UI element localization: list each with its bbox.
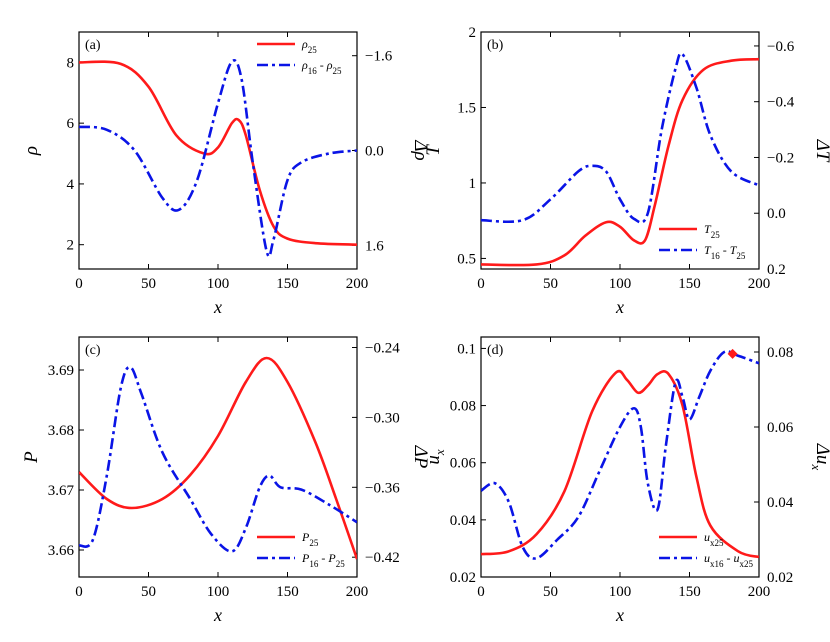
y-tick-label: 3.68: [48, 423, 74, 439]
y2-tick-label: 0.04: [767, 495, 794, 511]
y-tick-label: 3.67: [48, 483, 75, 499]
y-tick-label: 0.08: [450, 399, 476, 415]
legend-entry: P16 - P25: [301, 551, 345, 569]
x-tick-label: 150: [678, 584, 701, 600]
y2-tick-label: −0.6: [767, 39, 795, 55]
x-tick-label: 200: [748, 276, 771, 292]
panel-label: (a): [85, 38, 101, 53]
y-tick-label: 6: [67, 116, 75, 132]
series-line-dashdot: [79, 59, 357, 258]
x-tick-label: 100: [207, 276, 230, 292]
x-axis-label: x: [615, 297, 624, 317]
panel-b: 0 50 100 150 200 x 0.5 1 1.5 2 0.2 0.0 −0.2 −0.4 −0.6 T…: [423, 25, 830, 317]
y-tick-label: 3.66: [48, 543, 75, 559]
panel-d: 0 50 100 150 200 x 0.02 0.04 0.06 0.08 0.1 0.02 0.04…: [423, 336, 830, 625]
legend-entry: P25: [301, 530, 319, 548]
y2-axis-label: ΔP: [410, 445, 431, 469]
x-tick-label: 150: [678, 276, 701, 292]
y2-tick-label: −0.2: [767, 150, 794, 166]
x-tick-label: 150: [276, 584, 299, 600]
y2-axis-label: Δux: [809, 443, 830, 471]
x-tick-label: 200: [748, 584, 771, 600]
series-line-solid: [481, 57, 759, 267]
panel-a: 0 50 100 150 200 x 2 4 6 8 −1.6 0.0 1.6 ρ Δρ (a) ρ25 ρ16 …: [21, 31, 431, 317]
y-tick-label: 0.06: [450, 456, 477, 472]
x-tick-label: 50: [543, 276, 558, 292]
legend-entry: ux16 - ux25: [704, 551, 754, 569]
y-tick-label: 1.5: [457, 100, 476, 116]
x-axis-label: x: [213, 605, 222, 625]
series-line-dashdot: [481, 349, 759, 560]
x-tick-label: 0: [477, 584, 485, 600]
y-tick-label: 2: [469, 25, 477, 41]
x-tick-label: 150: [276, 276, 299, 292]
panel-label: (b): [487, 38, 504, 53]
x-tick-label: 50: [141, 276, 156, 292]
legend-entry: ρ25: [301, 37, 317, 55]
y-tick-label: 0.02: [450, 570, 476, 586]
y2-tick-label: 0.2: [767, 262, 786, 278]
y2-axis-label: Δρ: [410, 139, 431, 160]
panel-label: (d): [487, 343, 504, 358]
plot-area: [79, 356, 357, 560]
x-axis-label: x: [213, 297, 222, 317]
y-axis-label: ρ: [21, 146, 42, 156]
y-tick-label: 0.1: [457, 341, 476, 357]
legend-entry: T25: [704, 222, 720, 240]
x-tick-label: 0: [477, 276, 485, 292]
x-tick-label: 0: [75, 584, 83, 600]
y-axis-label: ux: [423, 449, 447, 465]
x-tick-label: 200: [346, 584, 369, 600]
series-line-solid: [481, 369, 759, 559]
panel-label: (c): [85, 343, 101, 358]
y-tick-label: 0.04: [450, 513, 477, 529]
x-tick-label: 50: [141, 584, 156, 600]
y-tick-label: 3.69: [48, 363, 74, 379]
plot-area: [79, 59, 357, 258]
y-tick-label: 0.5: [457, 251, 476, 267]
y-tick-label: 1: [469, 176, 477, 192]
y2-tick-label: −0.4: [767, 95, 795, 111]
x-tick-label: 0: [75, 276, 83, 292]
x-tick-label: 100: [609, 276, 632, 292]
y-tick-label: 2: [67, 238, 75, 254]
plot-area: [481, 52, 759, 267]
y2-tick-label: −0.36: [365, 480, 400, 496]
x-tick-label: 100: [609, 584, 632, 600]
y-axis-label: P: [21, 451, 42, 464]
y-tick-label: 4: [67, 177, 75, 193]
x-tick-label: 100: [207, 584, 230, 600]
y2-tick-label: −0.24: [365, 340, 400, 356]
legend-entry: ux25: [704, 530, 724, 548]
y2-axis-label: ΔT: [812, 139, 830, 163]
data-marker-diamond: [727, 348, 738, 359]
series-line-dashdot: [79, 365, 357, 553]
y2-tick-label: 1.6: [365, 238, 384, 254]
y2-tick-label: 0.0: [767, 206, 786, 222]
x-tick-label: 50: [543, 584, 558, 600]
x-tick-label: 200: [346, 276, 369, 292]
series-line-solid: [79, 356, 357, 560]
y2-tick-label: −0.30: [365, 410, 400, 426]
y2-tick-label: −1.6: [365, 49, 393, 65]
y2-tick-label: 0.08: [767, 345, 793, 361]
series-line-dashdot: [481, 52, 759, 224]
y2-tick-label: 0.06: [767, 420, 794, 436]
y2-tick-label: −0.42: [365, 550, 400, 566]
y2-tick-label: 0.0: [365, 144, 384, 160]
legend-entry: T16 - T25: [704, 243, 746, 261]
x-axis-label: x: [615, 605, 624, 625]
y-axis-label: T: [423, 144, 444, 156]
plot-area: [481, 349, 759, 560]
panel-c: 0 50 100 150 200 x 3.66 3.67 3.68 3.69 −0.42 −0.36 −…: [21, 336, 431, 625]
legend-entry: ρ16 - ρ25: [301, 58, 342, 76]
y2-tick-label: 0.02: [767, 570, 793, 586]
y-tick-label: 8: [67, 55, 75, 71]
series-line-solid: [79, 60, 357, 246]
